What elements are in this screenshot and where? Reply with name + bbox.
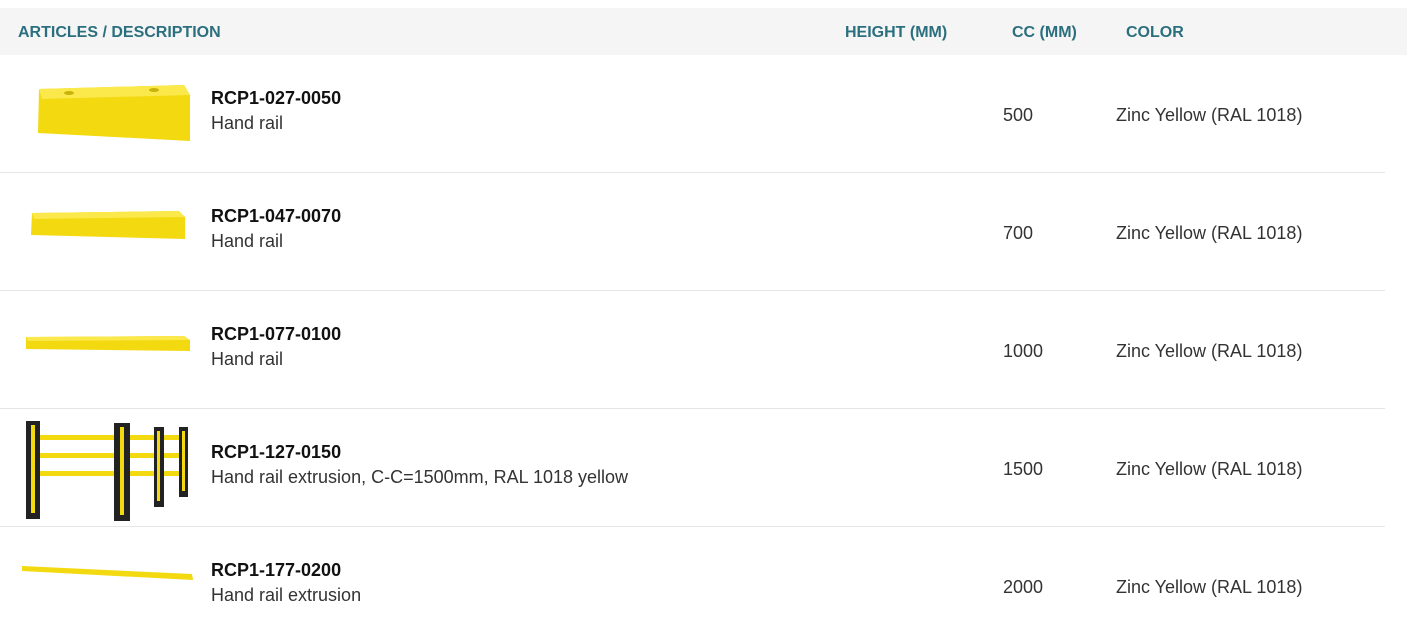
article-description: Hand rail: [211, 113, 283, 134]
product-image: [14, 291, 204, 408]
article-description: Hand rail extrusion: [211, 585, 361, 606]
product-image: [14, 527, 204, 644]
table-row: RCP1-027-0050 Hand rail 500 Zinc Yellow …: [0, 55, 1385, 173]
cc-value: 1000: [1003, 341, 1043, 362]
table-row: RCP1-127-0150 Hand rail extrusion, C-C=1…: [0, 409, 1385, 527]
article-description: Hand rail: [211, 231, 283, 252]
header-color: COLOR: [1126, 24, 1184, 42]
table-row: RCP1-047-0070 Hand rail 700 Zinc Yellow …: [0, 173, 1385, 291]
cc-value: 2000: [1003, 577, 1043, 598]
color-value: Zinc Yellow (RAL 1018): [1116, 341, 1302, 362]
article-description: Hand rail: [211, 349, 283, 370]
article-code: RCP1-047-0070: [211, 206, 341, 227]
article-code: RCP1-077-0100: [211, 324, 341, 345]
table-row: RCP1-077-0100 Hand rail 1000 Zinc Yellow…: [0, 291, 1385, 409]
color-value: Zinc Yellow (RAL 1018): [1116, 459, 1302, 480]
article-code: RCP1-177-0200: [211, 560, 341, 581]
cc-value: 500: [1003, 105, 1033, 126]
color-value: Zinc Yellow (RAL 1018): [1116, 577, 1302, 598]
article-code: RCP1-027-0050: [211, 88, 341, 109]
header-height: HEIGHT (MM): [845, 24, 947, 42]
article-description: Hand rail extrusion, C-C=1500mm, RAL 101…: [211, 467, 628, 488]
product-image: [14, 173, 204, 290]
product-image: [14, 409, 204, 526]
page: ARTICLES / DESCRIPTION HEIGHT (MM) CC (M…: [0, 0, 1407, 634]
color-value: Zinc Yellow (RAL 1018): [1116, 105, 1302, 126]
header-cc: CC (MM): [1012, 24, 1077, 42]
table-row: RCP1-177-0200 Hand rail extrusion 2000 Z…: [0, 527, 1385, 644]
product-image: [14, 55, 204, 172]
article-code: RCP1-127-0150: [211, 442, 341, 463]
cc-value: 700: [1003, 223, 1033, 244]
color-value: Zinc Yellow (RAL 1018): [1116, 223, 1302, 244]
header-articles: ARTICLES / DESCRIPTION: [18, 24, 221, 42]
cc-value: 1500: [1003, 459, 1043, 480]
